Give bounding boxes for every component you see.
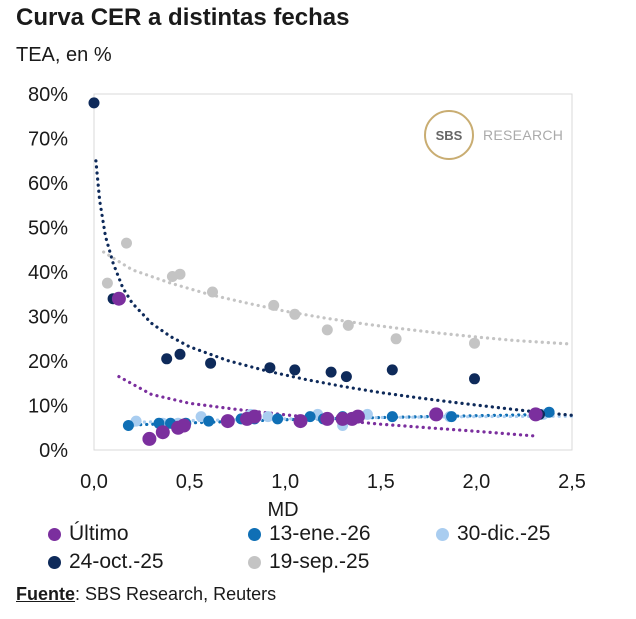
data-point [264,362,276,374]
data-point [122,420,134,431]
x-tick-label: 0,0 [80,471,108,493]
data-point [543,406,555,418]
data-point [220,414,235,429]
legend-marker [436,527,449,541]
data-points [88,97,555,446]
data-point [203,415,215,427]
plot-frame [93,93,573,451]
data-point [390,333,402,345]
y-tick-label: 80% [28,84,68,106]
legend-label: 19-sep.-25 [269,550,370,573]
data-point [121,237,132,249]
data-point [289,308,301,320]
source-label: Fuente [16,584,76,604]
x-tick-label: 2,5 [558,471,586,493]
trendline [94,159,574,417]
x-tick-label: 0,5 [176,471,204,493]
legend-item: 24-oct.-25 [48,550,164,574]
data-point [386,364,398,376]
legend-label: 24-oct.-25 [69,550,164,573]
data-point [272,413,284,425]
x-tick-label: 1,5 [367,471,395,493]
y-tick-label: 10% [28,396,68,418]
x-tick-label: 1,0 [271,471,299,493]
legend-item: 19-sep.-25 [248,550,369,574]
legend-item: 13-ene.-26 [248,522,371,546]
data-point [342,319,354,331]
data-point [340,371,352,383]
trendline [102,250,574,346]
data-point [174,268,186,280]
sbs-badge-icon: SBS [424,110,474,160]
legend-marker [48,527,61,541]
legend: Último 13-ene.-26 30-dic.-25 24-oct.-25 19-s… [48,522,628,578]
data-point [350,409,365,424]
x-axis-label: MD [267,499,298,521]
data-point [247,409,262,424]
data-point [446,411,457,423]
data-point [176,418,191,433]
legend-label: Último [69,522,129,545]
data-point [155,425,170,440]
data-point [293,414,308,429]
data-point [101,277,113,289]
legend-label: 30-dic.-25 [457,522,551,545]
data-point [88,97,100,109]
data-point [161,353,173,365]
data-point [469,373,480,385]
data-point [207,286,218,298]
x-tick-label: 2,0 [462,471,490,493]
legend-item: 30-dic.-25 [436,522,550,546]
source-note: Fuente: SBS Research, Reuters [16,584,276,605]
data-point [320,411,335,426]
data-point [304,411,316,423]
legend-marker [248,555,261,569]
trendline [126,412,555,427]
data-point [111,291,126,306]
data-point [142,431,157,446]
y-tick-label: 30% [28,307,68,329]
sbs-research-logo: SBS RESEARCH [424,110,563,160]
data-point [429,407,444,422]
axes: 0% 10% 20% 30% 40% 50% 60% 70% 80% 0,0 0,5 1,0 1,5 2,… [28,84,586,521]
y-tick-label: 0% [39,440,68,462]
y-tick-label: 40% [28,262,68,284]
data-point [174,348,186,360]
legend-item: Último [48,522,129,546]
data-point [289,364,301,376]
data-point [262,411,274,423]
data-point [325,366,337,378]
data-point [268,299,280,311]
y-tick-label: 20% [28,351,68,373]
data-point [205,357,217,369]
legend-label: 13-ene.-26 [269,522,371,545]
data-point [321,324,333,336]
trendlines [94,159,574,438]
y-tick-label: 60% [28,173,68,195]
chart-title: Curva CER a distintas fechas [16,4,350,31]
data-point [469,337,480,349]
legend-marker [48,555,61,569]
plot-area-border [93,93,573,451]
legend-marker [248,527,261,541]
data-point [528,407,543,422]
y-tick-label: 50% [28,218,68,240]
y-tick-label: 70% [28,129,68,151]
source-text: : SBS Research, Reuters [75,584,277,604]
data-point [386,411,398,423]
chart-subtitle: TEA, en % [16,44,112,66]
logo-text: RESEARCH [483,127,564,143]
